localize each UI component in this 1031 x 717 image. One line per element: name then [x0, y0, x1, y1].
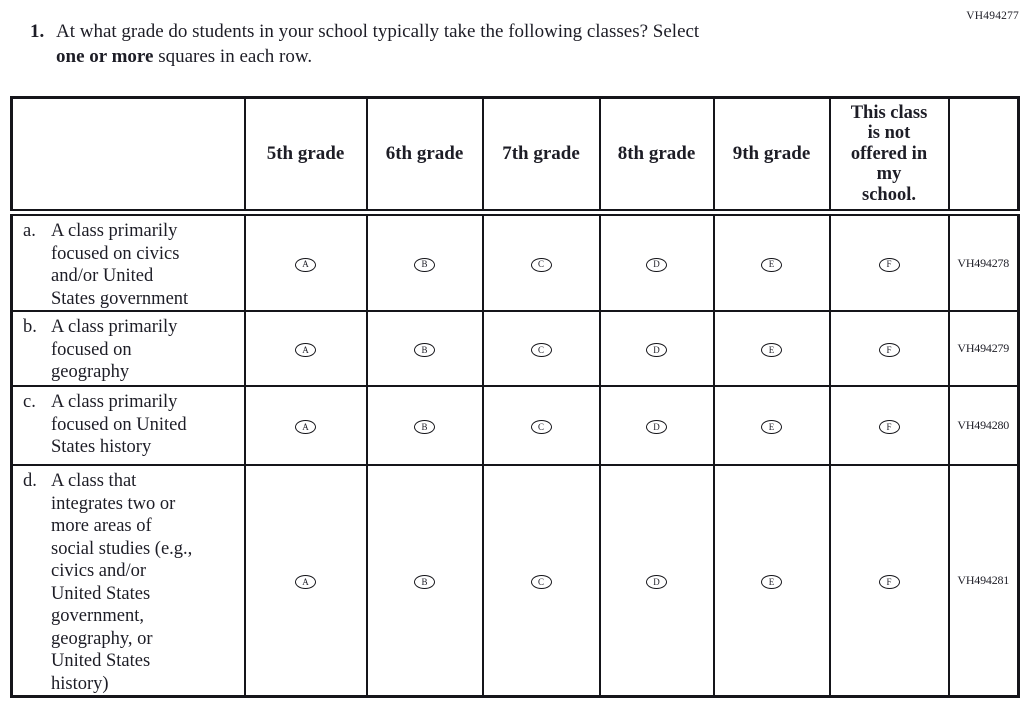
header-7th-grade: 7th grade — [481, 96, 601, 216]
row-a-cell-6th: B — [365, 211, 484, 312]
option-bubble-d[interactable]: D — [646, 343, 667, 357]
row-a-cell-8th: D — [598, 211, 715, 312]
row-a-cell-7th: C — [481, 211, 601, 312]
row-b-label: A class primarily focused on geography — [51, 317, 178, 382]
option-bubble-c[interactable]: C — [530, 257, 552, 272]
row-c-cell-7th: C — [481, 385, 601, 466]
table-row-b: b. A class primarily focused on geograph… — [10, 310, 1020, 387]
row-b-code: VH494279 — [947, 310, 1020, 387]
option-bubble-f[interactable]: F — [878, 575, 900, 589]
header-5th-grade: 5th grade — [243, 96, 368, 216]
row-a-cell-5th: A — [243, 211, 368, 312]
row-c-cell-6th: B — [365, 385, 484, 466]
header-6th-grade: 6th grade — [365, 96, 484, 216]
header-empty-label — [10, 96, 246, 216]
option-bubble-a[interactable]: A — [295, 257, 316, 272]
row-b-cell-not-offered: F — [828, 310, 950, 387]
row-d-label: A class that integrates two or more area… — [51, 471, 193, 694]
table-row-d: d. A class that integrates two or more a… — [10, 464, 1020, 698]
row-a-label-cell: a. A class primarily focused on civics a… — [10, 211, 246, 312]
row-a-cell-9th: E — [712, 211, 831, 312]
row-c-cell-8th: D — [598, 385, 715, 466]
option-bubble-a[interactable]: A — [295, 575, 316, 589]
table-row-a: a. A class primarily focused on civics a… — [10, 211, 1020, 312]
option-bubble-c[interactable]: C — [530, 420, 552, 434]
row-a-label: A class primarily focused on civics and/… — [51, 221, 189, 309]
question-bold-phrase: one or more — [56, 46, 154, 67]
option-bubble-d[interactable]: D — [646, 420, 667, 434]
row-b-cell-9th: E — [712, 310, 831, 387]
option-bubble-e[interactable]: E — [761, 257, 782, 272]
row-d-cell-9th: E — [712, 464, 831, 698]
option-bubble-e[interactable]: E — [761, 343, 782, 357]
response-grid: 5th grade 6th grade 7th grade 8th grade … — [10, 96, 1020, 698]
option-bubble-c[interactable]: C — [530, 575, 552, 589]
option-bubble-f[interactable]: F — [878, 343, 900, 357]
row-d-cell-8th: D — [598, 464, 715, 698]
row-c-cell-not-offered: F — [828, 385, 950, 466]
question-number: 1. — [30, 21, 45, 42]
option-bubble-d[interactable]: D — [646, 257, 667, 272]
table-row-c: c. A class primarily focused on United S… — [10, 385, 1020, 466]
header-9th-grade: 9th grade — [712, 96, 831, 216]
question-line1: At what grade do students in your school… — [56, 21, 700, 42]
row-c-label-cell: c. A class primarily focused on United S… — [10, 385, 246, 466]
question-1: 1. At what grade do students in your sch… — [30, 19, 950, 69]
option-bubble-a[interactable]: A — [295, 420, 316, 434]
row-d-cell-7th: C — [481, 464, 601, 698]
row-d-label-cell: d. A class that integrates two or more a… — [10, 464, 246, 698]
question-line2-rest: squares in each row. — [153, 46, 313, 67]
option-bubble-d[interactable]: D — [646, 575, 667, 589]
row-b-cell-7th: C — [481, 310, 601, 387]
row-c-marker: c. — [23, 392, 36, 412]
option-bubble-e[interactable]: E — [761, 420, 782, 434]
row-c-cell-9th: E — [712, 385, 831, 466]
row-c-code: VH494280 — [947, 385, 1020, 466]
option-bubble-c[interactable]: C — [530, 343, 552, 357]
row-d-code: VH494281 — [947, 464, 1020, 698]
option-bubble-f[interactable]: F — [878, 420, 900, 434]
row-a-marker: a. — [23, 221, 36, 241]
option-bubble-a[interactable]: A — [295, 343, 316, 357]
row-b-cell-6th: B — [365, 310, 484, 387]
row-c-cell-5th: A — [243, 385, 368, 466]
option-bubble-b[interactable]: B — [414, 257, 435, 272]
row-a-cell-not-offered: F — [828, 211, 950, 312]
row-d-marker: d. — [23, 471, 37, 491]
option-bubble-f[interactable]: F — [878, 257, 900, 272]
row-b-label-cell: b. A class primarily focused on geograph… — [10, 310, 246, 387]
row-a-code: VH494278 — [947, 211, 1020, 312]
question-text: At what grade do students in your school… — [56, 19, 699, 69]
row-b-cell-8th: D — [598, 310, 715, 387]
header-8th-grade: 8th grade — [598, 96, 715, 216]
row-d-cell-not-offered: F — [828, 464, 950, 698]
form-code: VH494277 — [966, 10, 1019, 22]
option-bubble-e[interactable]: E — [761, 575, 782, 589]
row-c-label: A class primarily focused on United Stat… — [51, 392, 187, 457]
header-row: 5th grade 6th grade 7th grade 8th grade … — [10, 96, 1020, 216]
option-bubble-b[interactable]: B — [414, 575, 435, 589]
header-empty-code — [947, 96, 1020, 216]
header-not-offered: This class is not offered in my school. — [828, 96, 950, 216]
row-d-cell-5th: A — [243, 464, 368, 698]
option-bubble-b[interactable]: B — [414, 420, 435, 434]
row-b-cell-5th: A — [243, 310, 368, 387]
row-d-cell-6th: B — [365, 464, 484, 698]
row-b-marker: b. — [23, 317, 37, 337]
option-bubble-b[interactable]: B — [414, 343, 435, 357]
